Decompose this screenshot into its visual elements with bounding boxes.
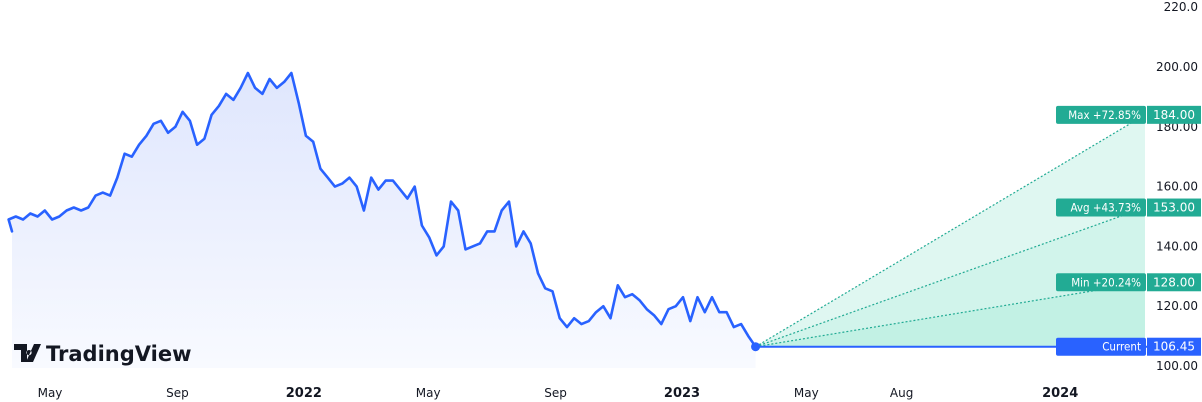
price-line	[7, 71, 757, 348]
tradingview-logo-text: TradingView	[46, 342, 191, 366]
history-area	[8, 73, 756, 368]
history-area-fill	[8, 73, 756, 368]
forecast-line-min	[755, 281, 1146, 348]
avg-label-text: Avg +43.73%	[1071, 201, 1142, 215]
min-label-box	[1056, 273, 1146, 292]
current-label-box	[1056, 337, 1146, 356]
y-tick-label: 100.00	[1156, 359, 1198, 373]
x-tick-label: 2022	[286, 386, 322, 401]
x-tick-label: May	[416, 386, 441, 400]
y-axis: 100.00120.00140.00160.00180.00200.00220.…	[1156, 0, 1198, 373]
x-tick-label: Sep	[544, 386, 567, 400]
x-tick-label: 2023	[664, 386, 700, 401]
current-point	[751, 342, 761, 352]
max-label: Max +72.85% 184.00	[1056, 105, 1201, 124]
y-tick-label: 140.00	[1156, 239, 1198, 253]
avg-price-box	[1147, 198, 1201, 217]
min-label-text: Min +20.24%	[1071, 275, 1141, 289]
avg-label: Avg +43.73% 153.00	[1056, 198, 1201, 217]
avg-price-text: 153.00	[1153, 201, 1195, 215]
y-tick-label: 220.0	[1164, 0, 1198, 14]
max-label-text: Max +72.85%	[1068, 108, 1141, 122]
current-price-box	[1147, 337, 1201, 356]
x-axis: May Sep 2022 May Sep 2023 May Aug 2024	[38, 386, 1079, 401]
x-tick-label: 2024	[1042, 386, 1078, 401]
y-tick-label: 160.00	[1156, 180, 1198, 194]
current-price-text: 106.45	[1153, 340, 1195, 354]
x-tick-label: May	[794, 386, 819, 400]
forecast-line-max	[755, 114, 1146, 348]
min-price-box	[1147, 273, 1201, 292]
y-tick-label: 120.00	[1156, 299, 1198, 313]
x-tick-label: May	[38, 386, 63, 400]
tradingview-logo: TradingView	[14, 342, 191, 366]
min-price-text: 128.00	[1153, 275, 1195, 289]
price-series	[7, 71, 761, 352]
forecast-line-avg	[755, 206, 1146, 348]
x-tick-label: Sep	[166, 386, 189, 400]
x-tick-label: Aug	[890, 386, 913, 400]
y-tick-label: 200.00	[1156, 60, 1198, 74]
tradingview-logo-icon	[14, 344, 41, 362]
max-price-box	[1147, 105, 1201, 124]
max-label-box	[1056, 105, 1146, 124]
price-labels: Max +72.85% 184.00 Avg +43.73% 153.00 Min +2…	[1056, 105, 1201, 356]
current-label-text: Current	[1102, 340, 1141, 354]
current-label: Current 106.45	[1056, 337, 1201, 356]
avg-label-box	[1056, 198, 1146, 217]
forecast-lines	[755, 114, 1146, 348]
max-price-text: 184.00	[1153, 108, 1195, 122]
min-label: Min +20.24% 128.00	[1056, 273, 1201, 292]
